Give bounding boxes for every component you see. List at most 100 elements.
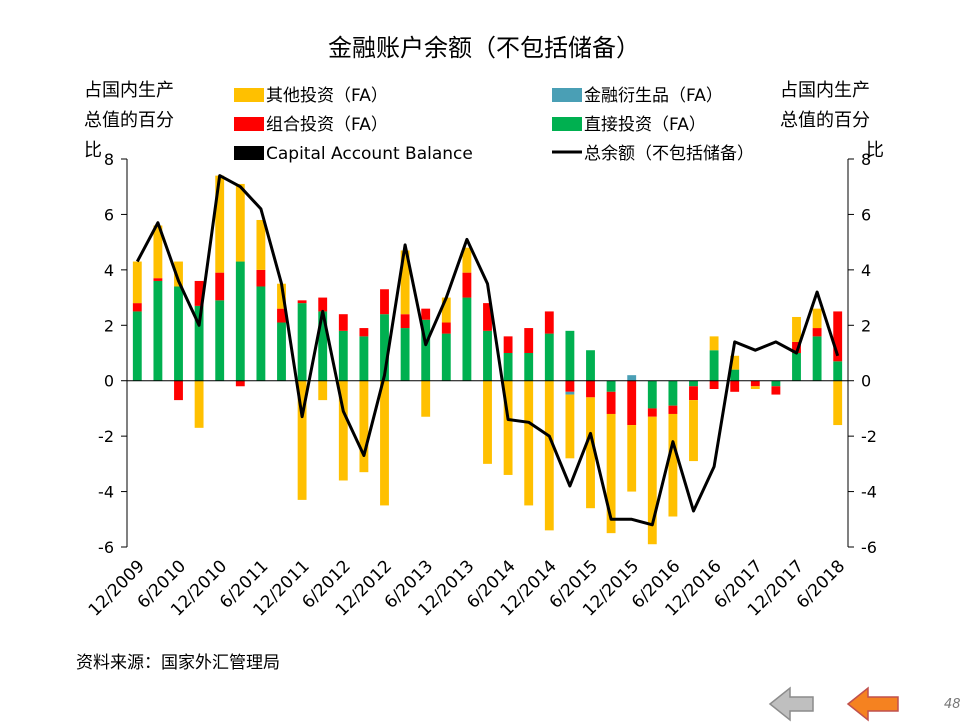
- bar-segment: [709, 380, 719, 390]
- bar-segment: [606, 391, 616, 414]
- bar-segment: [400, 250, 410, 315]
- bar-segment: [750, 386, 760, 390]
- bar-segment: [421, 308, 431, 320]
- bar-segment: [174, 286, 183, 381]
- bar-segment: [297, 300, 307, 304]
- bar-segment: [730, 355, 740, 370]
- bar-segment: [277, 308, 286, 323]
- next-slide-button[interactable]: [846, 686, 899, 722]
- bar-segment: [400, 328, 410, 381]
- y-tick-label-right: 6: [861, 205, 871, 224]
- left-arrow-icon: [768, 686, 814, 722]
- legend-label-total-balance: 总余额（不包括储备）: [584, 144, 754, 164]
- bar-segment: [441, 322, 451, 334]
- bar-segment: [833, 311, 843, 362]
- bar-segment: [359, 336, 369, 381]
- bar-segment: [833, 361, 843, 381]
- bar-segment: [174, 380, 183, 401]
- bar-segment: [380, 289, 389, 315]
- bar-segment: [627, 380, 637, 426]
- y-tick-label-right: -2: [861, 427, 877, 446]
- bar-segment: [586, 350, 595, 381]
- bar-segment: [792, 316, 801, 342]
- bar-segment: [359, 328, 369, 337]
- bar-segment: [235, 380, 245, 387]
- y-tick-label-right: 2: [861, 316, 871, 335]
- bar-segment: [462, 297, 472, 381]
- bar-segment: [462, 247, 472, 273]
- legend-label-portfolio-investment: 组合投资（FA）: [266, 115, 388, 135]
- y-tick-label-right: 0: [861, 372, 871, 391]
- bar-segment: [483, 380, 492, 464]
- bar-segment: [132, 261, 142, 304]
- bar-segment: [668, 405, 678, 414]
- bar-segment: [709, 350, 719, 381]
- bar-segment: [689, 386, 698, 401]
- legend-swatch-capital-account: [234, 146, 264, 160]
- bar-segment: [689, 380, 698, 387]
- bar-segment: [421, 380, 431, 417]
- bar-segment: [565, 391, 575, 395]
- y-tick-label-left: 6: [104, 205, 114, 224]
- y-axis-left-title-line: 总值的百分: [84, 110, 174, 131]
- bar-segment: [338, 380, 348, 481]
- bar-segment: [194, 280, 204, 306]
- bar-segment: [668, 413, 678, 517]
- y-tick-label-right: 4: [861, 261, 871, 280]
- legend: 其他投资（FA） 组合投资（FA） Capital Account Balanc…: [234, 86, 754, 164]
- bar-segment: [544, 333, 554, 381]
- bar-segment: [503, 353, 513, 381]
- bar-segment: [441, 333, 451, 381]
- bar-segment: [235, 183, 245, 262]
- y-tick-label-left: 4: [104, 261, 114, 280]
- bar-segment: [812, 336, 822, 381]
- bar-segment: [524, 328, 534, 353]
- bar-segment: [483, 330, 492, 381]
- bar-segment: [359, 380, 369, 473]
- legend-label-direct-investment: 直接投资（FA）: [584, 115, 706, 135]
- bar-segment: [709, 336, 719, 351]
- legend-swatch-portfolio-investment: [234, 117, 264, 131]
- bar-segment: [256, 286, 266, 381]
- bar-segment: [318, 297, 328, 312]
- bar-segment: [586, 397, 595, 509]
- y-tick-label-left: -6: [98, 538, 114, 557]
- legend-swatch-direct-investment: [552, 117, 582, 131]
- bar-segment: [194, 380, 204, 428]
- legend-swatch-other-investment: [234, 88, 264, 102]
- bar-segment: [215, 300, 225, 381]
- bar-segment: [256, 219, 266, 270]
- bar-segment: [153, 280, 163, 381]
- x-tick-label: 12/2009: [85, 556, 149, 620]
- bar-segment: [194, 305, 204, 381]
- bar-segment: [730, 380, 740, 392]
- bar-segment: [771, 386, 781, 395]
- bar-segment: [565, 380, 575, 392]
- bar-segment: [524, 380, 534, 506]
- bar-segment: [750, 380, 760, 387]
- bar-segment: [792, 353, 801, 381]
- bar-segment: [586, 380, 595, 398]
- legend-label-capital-account: Capital Account Balance: [266, 144, 473, 164]
- bar-segment: [400, 314, 410, 329]
- series-line-total-balance: [135, 174, 840, 527]
- bar-segment: [215, 272, 225, 301]
- bar-segment: [606, 413, 616, 534]
- bar-segment: [318, 380, 328, 401]
- left-arrow-icon: [846, 686, 899, 722]
- bar-segment: [297, 303, 307, 381]
- y-tick-label-left: -2: [98, 427, 114, 446]
- plot-area: -6 -6-4 -4-2 -20 02 24 46 68 812/20096/201012/20…: [85, 150, 877, 620]
- y-tick-label-right: -4: [861, 483, 877, 502]
- y-tick-label-left: -4: [98, 483, 114, 502]
- bar-segment: [565, 330, 575, 381]
- bar-segment: [689, 400, 698, 462]
- bar-segment: [153, 225, 163, 279]
- y-axis-right-title-line: 总值的百分: [780, 110, 870, 131]
- legend-label-derivatives: 金融衍生品（FA）: [584, 86, 723, 106]
- bar-segment: [421, 319, 431, 381]
- prev-slide-button[interactable]: [768, 686, 814, 722]
- bar-segment: [503, 380, 513, 475]
- bar-segment: [503, 336, 513, 353]
